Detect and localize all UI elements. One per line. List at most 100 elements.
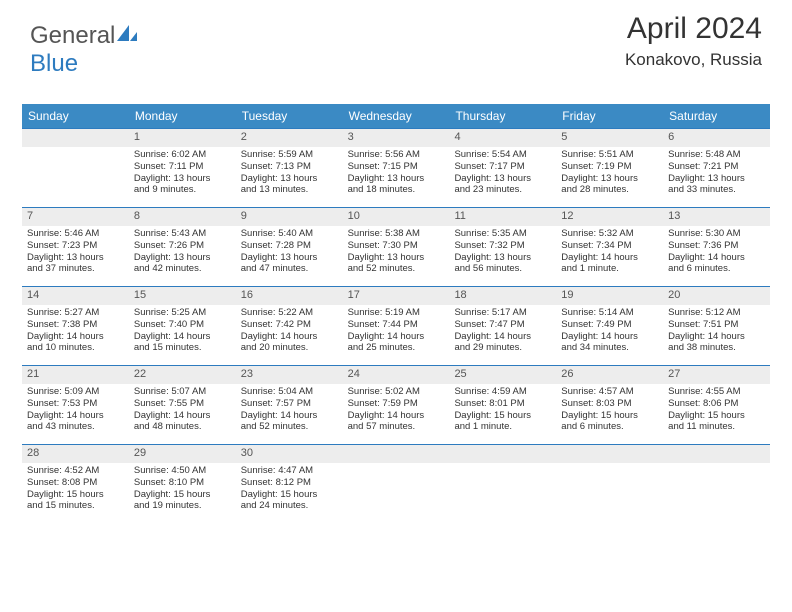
sunset-line: Sunset: 7:23 PM [27,240,124,252]
dl2-line: and 6 minutes. [668,263,765,275]
day-number [343,445,450,463]
cell-body: Sunrise: 5:27 AMSunset: 7:38 PMDaylight:… [22,305,129,359]
dl1-line: Daylight: 14 hours [134,410,231,422]
dl2-line: and 13 minutes. [241,184,338,196]
dl1-line: Daylight: 15 hours [561,410,658,422]
day-number: 19 [556,287,663,305]
sunrise-line: Sunrise: 5:27 AM [27,307,124,319]
sunrise-line: Sunrise: 5:02 AM [348,386,445,398]
calendar-cell: 30Sunrise: 4:47 AMSunset: 8:12 PMDayligh… [236,445,343,523]
cell-body: Sunrise: 4:52 AMSunset: 8:08 PMDaylight:… [22,463,129,517]
cell-body: Sunrise: 5:46 AMSunset: 7:23 PMDaylight:… [22,226,129,280]
dl2-line: and 9 minutes. [134,184,231,196]
sunset-line: Sunset: 7:17 PM [454,161,551,173]
sunrise-line: Sunrise: 5:04 AM [241,386,338,398]
day-number: 25 [449,366,556,384]
dl1-line: Daylight: 13 hours [561,173,658,185]
dl1-line: Daylight: 14 hours [668,331,765,343]
dl2-line: and 42 minutes. [134,263,231,275]
dl1-line: Daylight: 13 hours [454,252,551,264]
title-block: April 2024 Konakovo, Russia [625,12,762,70]
day-number: 12 [556,208,663,226]
sunrise-line: Sunrise: 5:19 AM [348,307,445,319]
dl1-line: Daylight: 13 hours [134,173,231,185]
dl1-line: Daylight: 15 hours [668,410,765,422]
cell-body: Sunrise: 4:55 AMSunset: 8:06 PMDaylight:… [663,384,770,438]
sunrise-line: Sunrise: 4:52 AM [27,465,124,477]
day-number: 30 [236,445,343,463]
sunset-line: Sunset: 8:06 PM [668,398,765,410]
day-number: 28 [22,445,129,463]
calendar-cell: 10Sunrise: 5:38 AMSunset: 7:30 PMDayligh… [343,208,450,286]
dl2-line: and 24 minutes. [241,500,338,512]
calendar-cell: 27Sunrise: 4:55 AMSunset: 8:06 PMDayligh… [663,366,770,444]
cell-body: Sunrise: 5:17 AMSunset: 7:47 PMDaylight:… [449,305,556,359]
sunrise-line: Sunrise: 5:56 AM [348,149,445,161]
dl2-line: and 38 minutes. [668,342,765,354]
day-number: 26 [556,366,663,384]
sunrise-line: Sunrise: 5:12 AM [668,307,765,319]
cell-body: Sunrise: 5:07 AMSunset: 7:55 PMDaylight:… [129,384,236,438]
cell-body: Sunrise: 4:47 AMSunset: 8:12 PMDaylight:… [236,463,343,517]
dl2-line: and 6 minutes. [561,421,658,433]
sunrise-line: Sunrise: 4:57 AM [561,386,658,398]
cell-body: Sunrise: 5:51 AMSunset: 7:19 PMDaylight:… [556,147,663,201]
weekday-header: Tuesday [236,104,343,128]
dl1-line: Daylight: 13 hours [241,173,338,185]
sunrise-line: Sunrise: 5:59 AM [241,149,338,161]
dl1-line: Daylight: 14 hours [27,331,124,343]
calendar-cell: 16Sunrise: 5:22 AMSunset: 7:42 PMDayligh… [236,287,343,365]
dl1-line: Daylight: 15 hours [27,489,124,501]
cell-body: Sunrise: 5:40 AMSunset: 7:28 PMDaylight:… [236,226,343,280]
logo-text-general: General [30,22,115,49]
calendar-cell: 12Sunrise: 5:32 AMSunset: 7:34 PMDayligh… [556,208,663,286]
dl1-line: Daylight: 14 hours [134,331,231,343]
dl2-line: and 29 minutes. [454,342,551,354]
calendar-header-row: SundayMondayTuesdayWednesdayThursdayFrid… [22,104,770,128]
sunrise-line: Sunrise: 5:07 AM [134,386,231,398]
calendar-cell: 21Sunrise: 5:09 AMSunset: 7:53 PMDayligh… [22,366,129,444]
logo-sail-icon [117,20,137,48]
cell-body: Sunrise: 5:19 AMSunset: 7:44 PMDaylight:… [343,305,450,359]
day-number: 6 [663,129,770,147]
day-number: 23 [236,366,343,384]
dl2-line: and 19 minutes. [134,500,231,512]
calendar-cell [449,445,556,523]
calendar-cell: 9Sunrise: 5:40 AMSunset: 7:28 PMDaylight… [236,208,343,286]
day-number: 18 [449,287,556,305]
weekday-header: Friday [556,104,663,128]
day-number [22,129,129,147]
cell-body: Sunrise: 5:59 AMSunset: 7:13 PMDaylight:… [236,147,343,201]
sunrise-line: Sunrise: 5:40 AM [241,228,338,240]
dl1-line: Daylight: 13 hours [348,252,445,264]
cell-body: Sunrise: 5:32 AMSunset: 7:34 PMDaylight:… [556,226,663,280]
dl1-line: Daylight: 13 hours [668,173,765,185]
calendar-cell [22,129,129,207]
sunset-line: Sunset: 7:57 PM [241,398,338,410]
sunset-line: Sunset: 7:21 PM [668,161,765,173]
sunrise-line: Sunrise: 5:43 AM [134,228,231,240]
logo: General Blue [30,20,137,78]
weekday-header: Wednesday [343,104,450,128]
calendar-cell: 15Sunrise: 5:25 AMSunset: 7:40 PMDayligh… [129,287,236,365]
sunset-line: Sunset: 7:38 PM [27,319,124,331]
dl2-line: and 52 minutes. [241,421,338,433]
sunset-line: Sunset: 7:42 PM [241,319,338,331]
day-number: 13 [663,208,770,226]
dl2-line: and 37 minutes. [27,263,124,275]
dl1-line: Daylight: 13 hours [241,252,338,264]
dl1-line: Daylight: 14 hours [668,252,765,264]
day-number: 22 [129,366,236,384]
calendar-cell: 11Sunrise: 5:35 AMSunset: 7:32 PMDayligh… [449,208,556,286]
calendar: SundayMondayTuesdayWednesdayThursdayFrid… [22,104,770,523]
calendar-row: 21Sunrise: 5:09 AMSunset: 7:53 PMDayligh… [22,365,770,444]
sunset-line: Sunset: 7:40 PM [134,319,231,331]
dl1-line: Daylight: 14 hours [561,331,658,343]
sunset-line: Sunset: 7:26 PM [134,240,231,252]
dl2-line: and 48 minutes. [134,421,231,433]
dl2-line: and 1 minute. [561,263,658,275]
cell-body: Sunrise: 5:48 AMSunset: 7:21 PMDaylight:… [663,147,770,201]
page-title: April 2024 [625,12,762,46]
sunrise-line: Sunrise: 4:55 AM [668,386,765,398]
calendar-cell [663,445,770,523]
